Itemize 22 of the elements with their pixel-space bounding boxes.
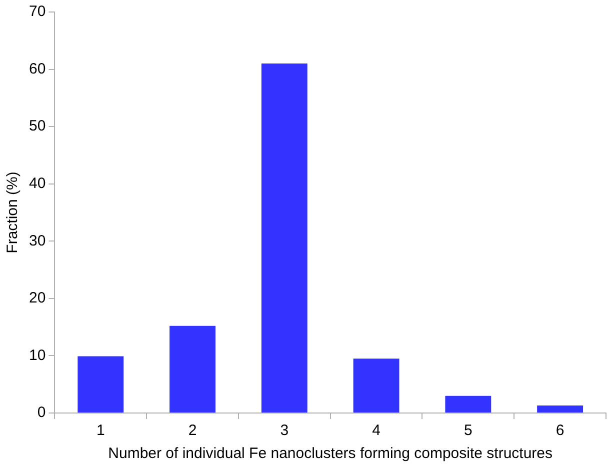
bar: [78, 356, 124, 412]
x-tick-label: 1: [96, 422, 105, 440]
x-axis-title: Number of individual Fe nanoclusters forming composite structures: [108, 445, 553, 462]
bar: [537, 406, 584, 412]
y-tick-label: 40: [28, 175, 46, 192]
bar: [353, 358, 400, 412]
y-tick-label: 70: [28, 3, 46, 20]
x-tick-label: 6: [556, 422, 564, 440]
y-tick-label: 50: [28, 118, 46, 135]
y-tick-label: 60: [28, 60, 46, 78]
y-tick-label: 20: [28, 290, 46, 307]
bar: [170, 326, 216, 412]
x-tick-label: 2: [188, 422, 197, 440]
bar: [261, 64, 308, 412]
y-tick-label: 30: [28, 232, 46, 250]
x-tick-label: 3: [280, 422, 289, 440]
x-tick-label: 4: [372, 422, 380, 440]
y-tick-label: 0: [37, 404, 46, 422]
y-axis-title: Fraction (%): [4, 172, 22, 254]
x-tick-label: 5: [464, 422, 472, 440]
y-tick-label: 10: [28, 346, 46, 364]
bar: [445, 396, 492, 412]
